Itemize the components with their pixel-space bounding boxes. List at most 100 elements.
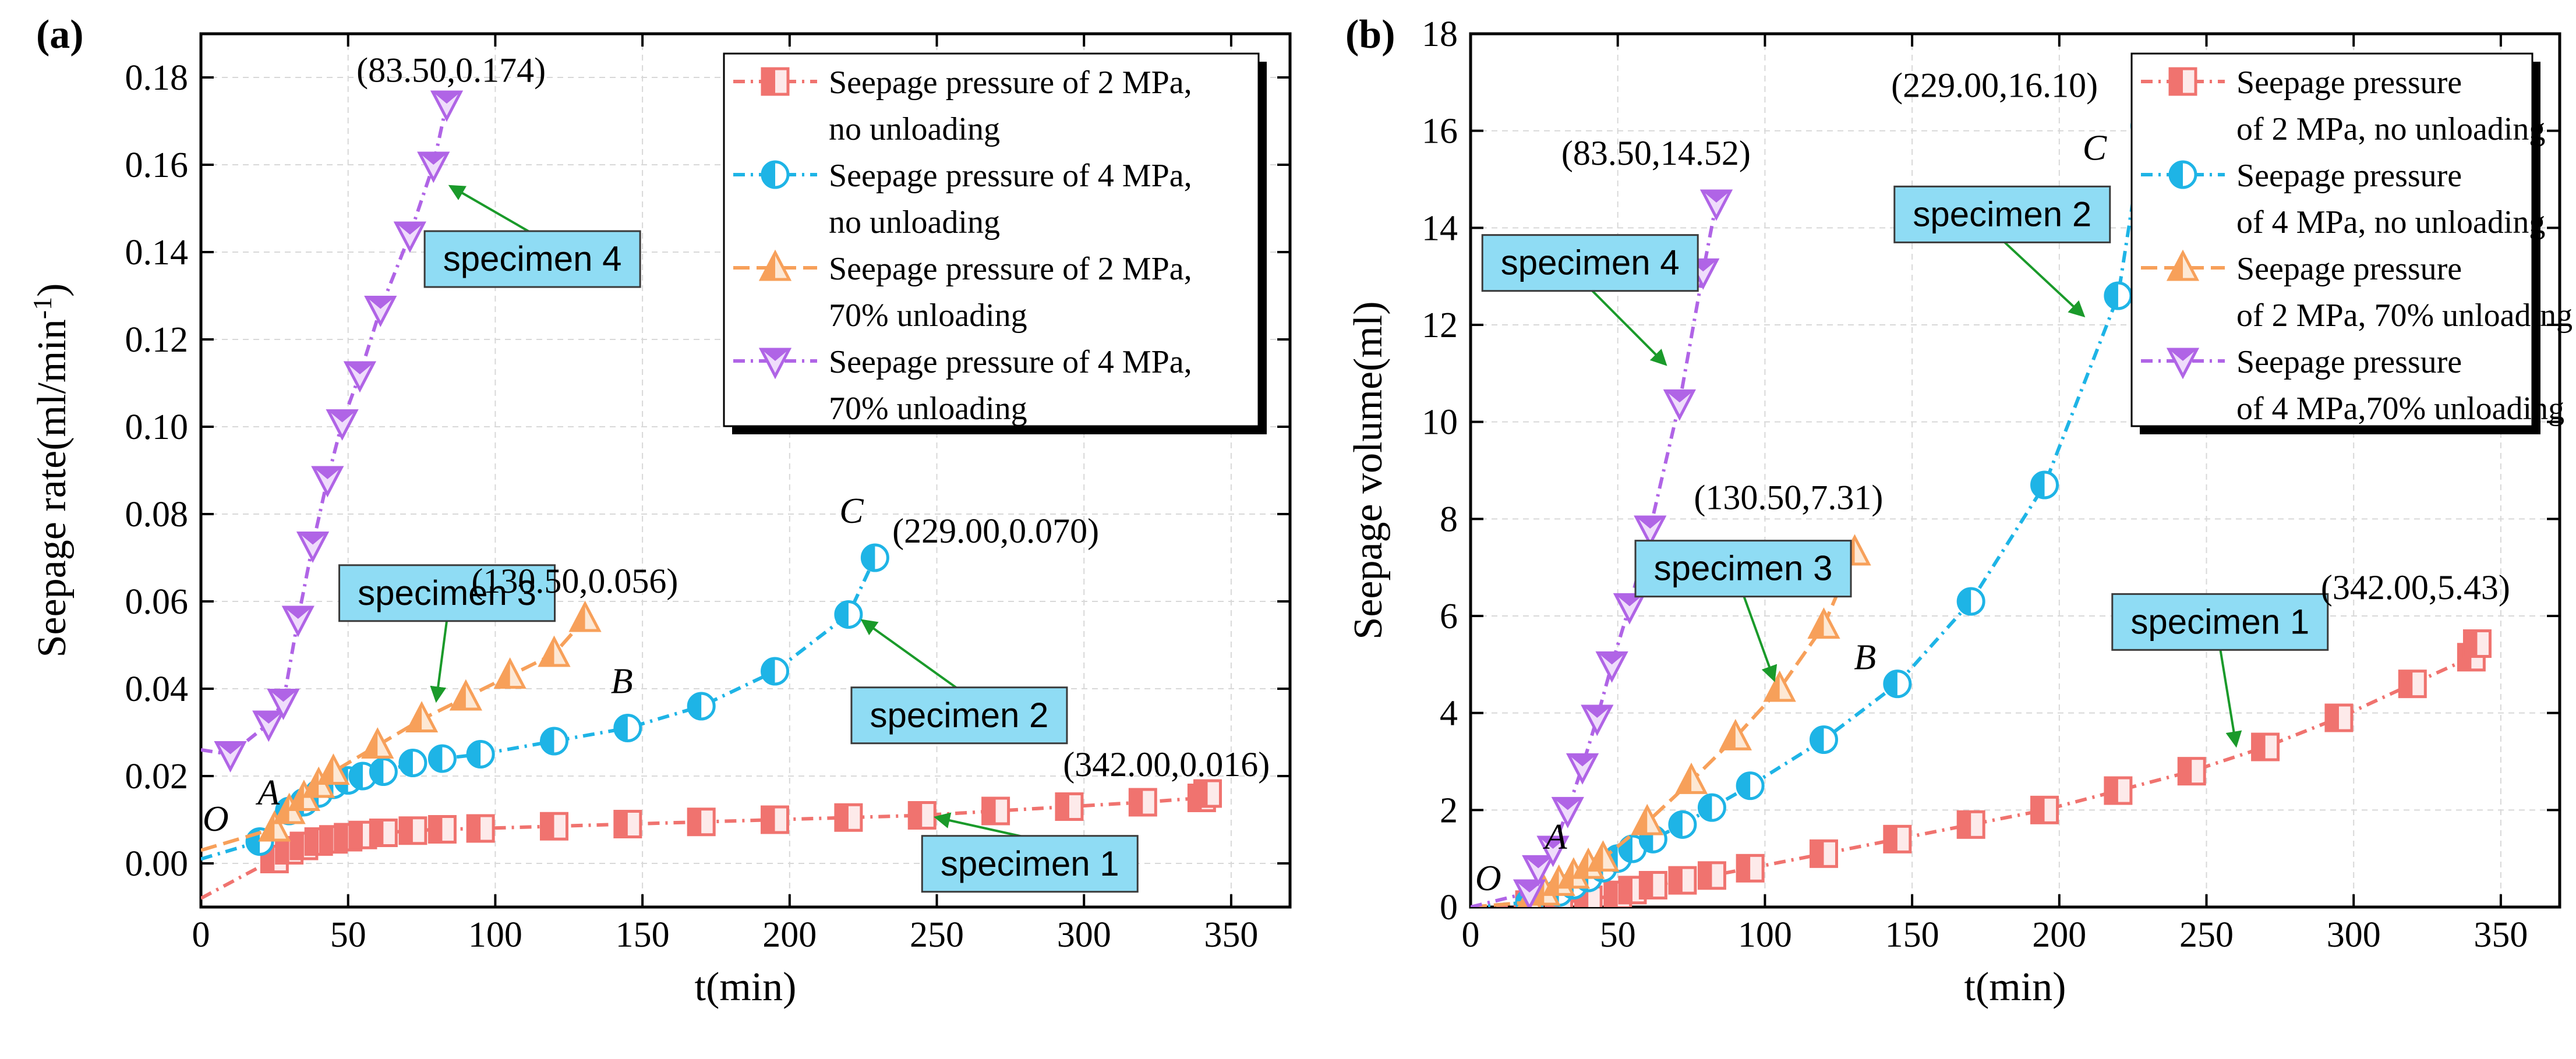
series-1-point-fill: [1056, 794, 1069, 820]
y-tick-label: 0.04: [125, 670, 189, 709]
specimen-arrow: [1742, 593, 1778, 682]
point-label-A: A: [255, 773, 280, 813]
point-label-O: O: [1475, 859, 1501, 898]
specimen-label: specimen 3: [358, 573, 536, 612]
specimen-box: [423, 230, 641, 288]
point-annotation: (130.50,0.056): [471, 562, 678, 600]
series-3-point-fill: [496, 660, 510, 688]
series-1-point-fill: [762, 807, 775, 833]
series-1-point-fill: [2326, 705, 2339, 731]
legend-entry-1: Seepage pressure of 2 MPa,: [829, 65, 1192, 101]
series-4-point-fill: [1665, 391, 1694, 403]
specimen-box: [1893, 185, 2111, 243]
y-axis-title: Seepage volume(ml): [1346, 301, 1391, 639]
series-1-point-fill: [983, 798, 996, 824]
series-3-point-fill: [1721, 722, 1736, 749]
series-4-point-fill: [1553, 798, 1582, 810]
series-1-point-fill: [1811, 841, 1824, 867]
series-4-point-fill: [1598, 653, 1626, 665]
series-4-point-fill: [419, 153, 448, 165]
series-1-point-fill: [1640, 872, 1653, 898]
specimen-box: [850, 686, 1068, 745]
series-2-point-fill: [400, 750, 413, 776]
series-1-point-fill: [835, 805, 849, 831]
series-3-point-fill: [571, 604, 585, 631]
series-2-point-fill: [349, 763, 363, 789]
series-1-point-fill: [320, 826, 334, 852]
y-tick-label: 12: [1422, 306, 1458, 345]
series-1-point-fill: [2105, 778, 2118, 803]
specimen-box: [921, 835, 1139, 893]
series-2-point-fill: [468, 741, 481, 767]
point-label-A: A: [1543, 817, 1568, 857]
series-2-point-fill: [688, 693, 702, 719]
legend-entry-1: of 2 MPa, no unloading: [2236, 111, 2545, 147]
x-axis-title: t(min): [1964, 965, 2066, 1010]
point-annotation: (342.00,0.016): [1063, 745, 1270, 784]
series-1-point-fill: [1958, 812, 1971, 838]
series-1-point-fill: [909, 802, 923, 828]
y-tick-label: 0.12: [125, 320, 189, 360]
y-tick-label: 14: [1422, 208, 1458, 248]
series-2-point-fill: [1737, 773, 1751, 799]
series-3-point-fill: [408, 704, 422, 731]
legend-marker-2-fill: [762, 162, 775, 187]
series-4-point-fill: [328, 410, 356, 423]
series-4-point-fill: [1515, 881, 1544, 892]
x-tick-label: 50: [1600, 915, 1636, 955]
series-1-point-fill: [291, 833, 304, 859]
specimen-box: [1481, 234, 1699, 292]
x-tick-label: 100: [468, 915, 522, 955]
legend-box: [2130, 52, 2533, 427]
legend-marker-3-fill: [2169, 253, 2183, 279]
series-1-point-fill: [2252, 734, 2266, 760]
series-2-point-fill: [1699, 795, 1712, 821]
specimen-arrow: [2001, 239, 2086, 318]
series-4-point-fill: [1524, 856, 1553, 869]
series-1-point-fill: [1195, 781, 1208, 806]
x-tick-label: 200: [2032, 915, 2086, 955]
series-1-point-fill: [1669, 867, 1683, 894]
series-3-point-fill: [1559, 860, 1574, 887]
specimen-label: specimen 2: [1913, 194, 2091, 233]
x-tick-label: 250: [2179, 915, 2234, 955]
y-tick-label: 0.02: [125, 757, 189, 796]
series-4-point-fill: [433, 92, 461, 104]
x-tick-label: 350: [2473, 915, 2528, 955]
specimen-label: specimen 1: [2130, 602, 2309, 641]
series-3-point-fill: [1677, 766, 1692, 793]
legend-entry-4: Seepage pressure of 4 MPa,: [829, 344, 1192, 380]
y-tick-label: 18: [1422, 15, 1458, 54]
series-3-point-fill: [260, 813, 275, 840]
series-3-point-fill: [275, 796, 289, 823]
chart-panel-2: 0 50 100 150 200 250 300 350 0 2 4 6 8 10 12 14 16 18 t(mi…: [1345, 12, 2573, 1010]
series-3-point-fill: [305, 770, 319, 796]
y-tick-label: 10: [1422, 403, 1458, 442]
series-1-point-fill: [2400, 671, 2413, 697]
legend-marker-3-fill: [761, 253, 775, 279]
series-4-point-fill: [299, 533, 327, 545]
y-axis-title-main: Seepage rate(ml/min: [30, 319, 75, 657]
x-tick-label: 50: [330, 915, 366, 955]
series-2-point-fill: [429, 746, 443, 771]
point-annotation: (83.50,0.174): [356, 51, 546, 90]
point-annotation: (83.50,14.52): [1561, 134, 1751, 172]
series-1-point-fill: [2031, 797, 2045, 823]
series-1-point-fill: [468, 816, 481, 841]
specimen-box: [2111, 593, 2329, 651]
y-axis-title: Seepage rate(ml/min-1): [27, 284, 75, 658]
series-3-point-fill: [363, 730, 378, 757]
legend-marker-2-fill: [2170, 162, 2183, 187]
point-annotation: (229.00,0.070): [892, 512, 1099, 550]
series-4-point-fill: [1583, 706, 1612, 718]
series-1-point-fill: [614, 811, 628, 837]
y-tick-label: 16: [1422, 112, 1458, 151]
series-4-point-fill: [1568, 755, 1597, 767]
series-3-point-fill: [1589, 843, 1603, 870]
y-tick-label: 0.08: [125, 495, 189, 534]
series-2-point-fill: [1958, 589, 1971, 614]
legend-entry-2: of 4 MPa, no unloading: [2236, 204, 2545, 240]
panel-label: (b): [1345, 12, 1395, 57]
legend-entry-2: Seepage pressure of 4 MPa,: [829, 158, 1192, 194]
series-layer: [201, 90, 1222, 900]
